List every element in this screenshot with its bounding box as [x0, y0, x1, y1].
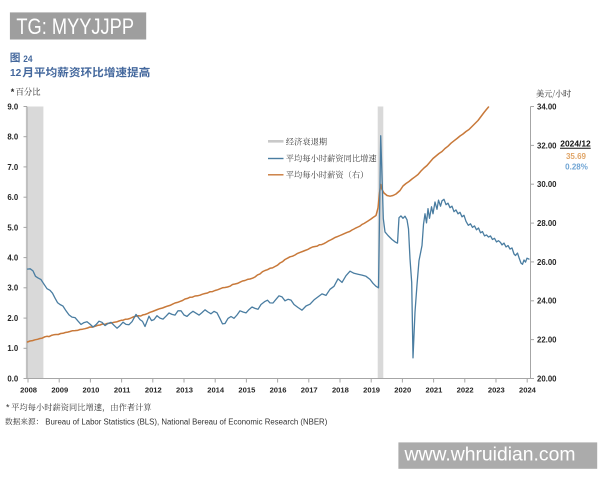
svg-text:8.0: 8.0	[7, 133, 19, 142]
svg-text:12: 12	[10, 67, 21, 79]
svg-text:34.00: 34.00	[537, 102, 557, 111]
svg-text:2017: 2017	[301, 386, 318, 395]
svg-text:26.00: 26.00	[537, 258, 557, 267]
svg-text:4.0: 4.0	[7, 254, 19, 263]
svg-text:5.0: 5.0	[7, 223, 19, 232]
svg-text:2024: 2024	[519, 386, 537, 395]
svg-text:2.0: 2.0	[7, 314, 19, 323]
svg-text:2015: 2015	[238, 386, 256, 395]
svg-text:TG: MYYJJPP: TG: MYYJJPP	[16, 14, 134, 39]
svg-text:24.00: 24.00	[537, 297, 557, 306]
svg-text:2022: 2022	[457, 386, 474, 395]
svg-text:24: 24	[23, 54, 33, 65]
svg-text:30.00: 30.00	[537, 180, 557, 189]
svg-text:6.0: 6.0	[7, 193, 19, 202]
svg-text:2019: 2019	[363, 386, 380, 395]
svg-text:20.00: 20.00	[537, 374, 557, 383]
svg-text:2021: 2021	[425, 386, 443, 395]
svg-text:*: *	[11, 87, 15, 97]
svg-text:2014: 2014	[207, 386, 225, 395]
svg-text:Bureau of Labor Statistics (BL: Bureau of Labor Statistics (BLS), Nation…	[45, 417, 327, 426]
svg-text:28.00: 28.00	[537, 219, 557, 228]
svg-text:0.28%: 0.28%	[565, 163, 588, 172]
svg-text:2012: 2012	[145, 386, 162, 395]
svg-text:2008: 2008	[20, 386, 37, 395]
svg-text:2009: 2009	[51, 386, 68, 395]
svg-text:2013: 2013	[176, 386, 193, 395]
svg-text:www.whruidian.com: www.whruidian.com	[403, 445, 575, 466]
svg-text:2024/12: 2024/12	[560, 140, 591, 149]
svg-text:*: *	[6, 402, 10, 412]
svg-text:2020: 2020	[394, 386, 411, 395]
svg-text:2016: 2016	[270, 386, 287, 395]
svg-text:32.00: 32.00	[537, 141, 557, 150]
svg-text:7.0: 7.0	[7, 163, 19, 172]
svg-text:3.0: 3.0	[7, 284, 19, 293]
svg-text:0.0: 0.0	[7, 374, 19, 383]
svg-text:2011: 2011	[114, 386, 131, 395]
svg-text:35.69: 35.69	[566, 152, 587, 161]
svg-text:22.00: 22.00	[537, 336, 557, 345]
svg-text:1.0: 1.0	[7, 344, 19, 353]
svg-text:2018: 2018	[332, 386, 349, 395]
svg-text:9.0: 9.0	[7, 102, 19, 111]
svg-text:2023: 2023	[488, 386, 505, 395]
svg-text:2010: 2010	[83, 386, 100, 395]
